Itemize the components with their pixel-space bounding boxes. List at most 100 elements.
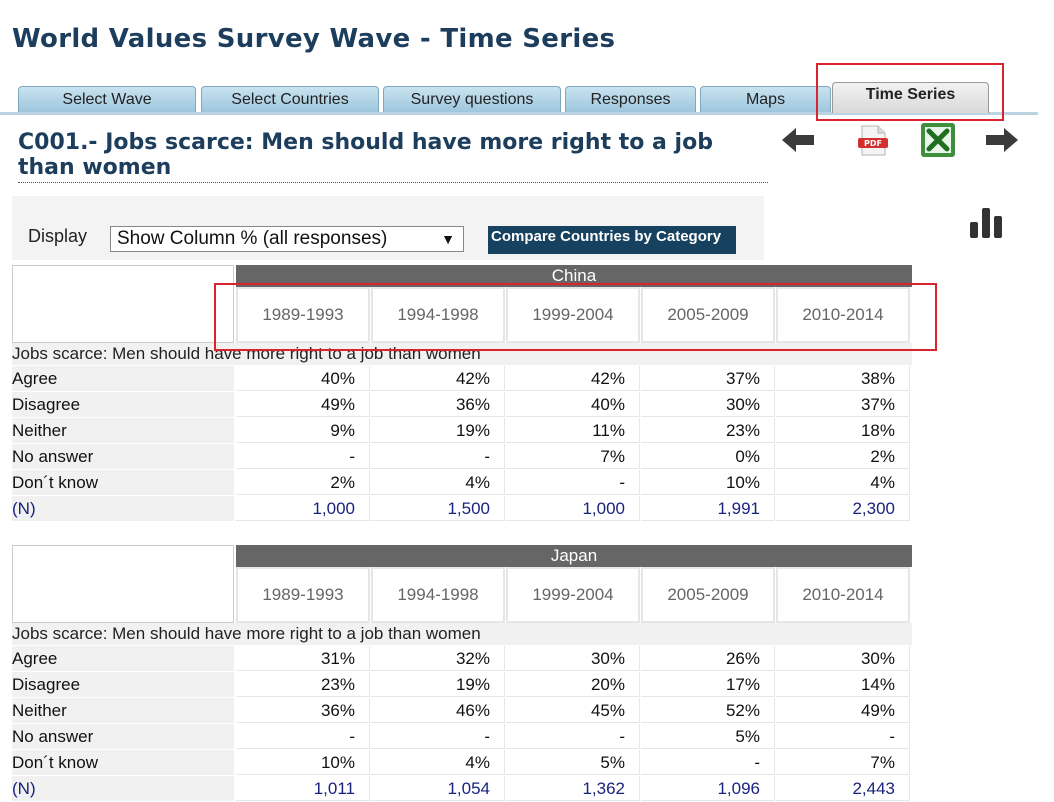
tab-maps[interactable]: Maps <box>700 86 831 112</box>
table-cell: 19% <box>371 672 505 697</box>
table-cell: 1,011 <box>236 776 370 801</box>
table-cell: - <box>641 750 775 775</box>
title-divider <box>18 182 768 183</box>
wave-header-cell: 1989-1993 <box>236 287 370 343</box>
table-cell: 20% <box>506 672 640 697</box>
table-cell: 1,096 <box>641 776 775 801</box>
table-cell: 1,991 <box>641 496 775 521</box>
tab-select-wave[interactable]: Select Wave <box>18 86 196 112</box>
wave-header-cell: 2005-2009 <box>641 567 775 623</box>
table-cell: 36% <box>236 698 370 723</box>
table-row-disagree: Disagree 23% 19% 20% 17% 14% <box>12 672 912 698</box>
table-cell: - <box>776 724 910 749</box>
table-cell: 40% <box>506 392 640 417</box>
table-cell: 17% <box>641 672 775 697</box>
table-corner-cell <box>12 545 234 623</box>
table-cell: - <box>506 724 640 749</box>
table-cell: 42% <box>506 366 640 391</box>
question-row: Jobs scarce: Men should have more right … <box>12 343 912 365</box>
table-cell: 38% <box>776 366 910 391</box>
table-row-disagree: Disagree 49% 36% 40% 30% 37% <box>12 392 912 418</box>
row-label: (N) <box>12 776 234 801</box>
table-cell: - <box>506 470 640 495</box>
country-header: Japan <box>236 545 912 567</box>
table-cell: 7% <box>506 444 640 469</box>
table-cell: 5% <box>506 750 640 775</box>
table-cell: - <box>371 724 505 749</box>
row-label: Agree <box>12 646 234 671</box>
table-cell: 1,500 <box>371 496 505 521</box>
table-cell: 49% <box>236 392 370 417</box>
country-table-japan: Japan 1989-1993 1994-1998 1999-2004 2005-200… <box>12 545 912 801</box>
table-cell: 2% <box>236 470 370 495</box>
display-select[interactable]: Show Column % (all responses) ▼ <box>110 226 464 252</box>
display-options-panel: Display Show Column % (all responses) ▼ … <box>12 196 764 260</box>
forward-arrow-icon[interactable] <box>984 126 1020 159</box>
table-cell: 2% <box>776 444 910 469</box>
table-row-neither: Neither 36% 46% 45% 52% 49% <box>12 698 912 724</box>
row-label: Don´t know <box>12 470 234 495</box>
table-cell: 32% <box>371 646 505 671</box>
table-cell: 0% <box>641 444 775 469</box>
country-table-china: China 1989-1993 1994-1998 1999-2004 2005-200… <box>12 265 912 521</box>
table-cell: 4% <box>776 470 910 495</box>
table-cell: 45% <box>506 698 640 723</box>
row-label: Neither <box>12 418 234 443</box>
row-label: Disagree <box>12 672 234 697</box>
table-row-agree: Agree 40% 42% 42% 37% 38% <box>12 366 912 392</box>
table-cell: 1,054 <box>371 776 505 801</box>
table-cell: 36% <box>371 392 505 417</box>
table-row-neither: Neither 9% 19% 11% 23% 18% <box>12 418 912 444</box>
wave-header-cell: 1989-1993 <box>236 567 370 623</box>
table-cell: 1,000 <box>236 496 370 521</box>
row-label: Neither <box>12 698 234 723</box>
tab-responses[interactable]: Responses <box>565 86 696 112</box>
compare-countries-button[interactable]: Compare Countries by Category <box>488 226 736 254</box>
tab-select-countries[interactable]: Select Countries <box>201 86 379 112</box>
display-select-value: Show Column % (all responses) <box>117 228 388 249</box>
table-cell: - <box>236 724 370 749</box>
table-cell: 23% <box>236 672 370 697</box>
row-label: No answer <box>12 724 234 749</box>
wave-header-cell: 1999-2004 <box>506 287 640 343</box>
table-cell: 26% <box>641 646 775 671</box>
table-cell: 46% <box>371 698 505 723</box>
row-label: (N) <box>12 496 234 521</box>
table-cell: 10% <box>641 470 775 495</box>
table-cell: 30% <box>776 646 910 671</box>
table-row-dont-know: Don´t know 2% 4% -10% 4% <box>12 470 912 496</box>
bar-chart-icon[interactable] <box>968 206 1006 245</box>
row-label: No answer <box>12 444 234 469</box>
table-cell: 49% <box>776 698 910 723</box>
table-cell: 11% <box>506 418 640 443</box>
tab-bar: Select Wave Select Countries Survey ques… <box>0 82 1038 115</box>
table-cell: 30% <box>506 646 640 671</box>
table-cell: 37% <box>776 392 910 417</box>
table-cell: 18% <box>776 418 910 443</box>
tab-time-series[interactable]: Time Series <box>832 82 989 113</box>
table-cell: 5% <box>641 724 775 749</box>
table-corner-cell <box>12 265 234 343</box>
dropdown-arrow-icon: ▼ <box>441 231 455 247</box>
table-cell: 4% <box>371 470 505 495</box>
table-row-no-answer: No answer - - -5% - <box>12 724 912 750</box>
table-cell: 1,362 <box>506 776 640 801</box>
back-arrow-icon[interactable] <box>780 126 816 159</box>
table-cell: 52% <box>641 698 775 723</box>
table-cell: 1,000 <box>506 496 640 521</box>
table-cell: 2,300 <box>776 496 910 521</box>
table-row-dont-know: Don´t know 10% 4% 5% -7% <box>12 750 912 776</box>
page-title: World Values Survey Wave - Time Series <box>12 24 616 54</box>
table-row-n: (N) 1,000 1,500 1,000 1,991 2,300 <box>12 496 912 522</box>
table-cell: 4% <box>371 750 505 775</box>
table-row-no-answer: No answer - -7% 0% 2% <box>12 444 912 470</box>
tab-survey-questions[interactable]: Survey questions <box>383 86 561 112</box>
wave-header-cell: 2005-2009 <box>641 287 775 343</box>
excel-icon[interactable] <box>920 122 956 163</box>
pdf-icon[interactable]: PDF <box>856 124 890 163</box>
table-cell: 19% <box>371 418 505 443</box>
table-cell: 30% <box>641 392 775 417</box>
table-cell: 31% <box>236 646 370 671</box>
wave-header-cell: 1994-1998 <box>371 567 505 623</box>
table-cell: 37% <box>641 366 775 391</box>
